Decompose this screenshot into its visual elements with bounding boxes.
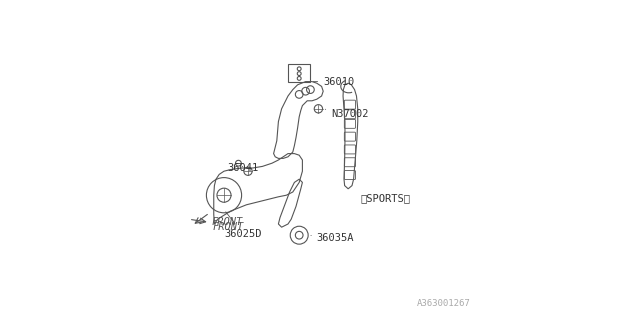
Text: 36025D: 36025D <box>224 212 262 239</box>
Text: FRONT: FRONT <box>212 217 243 228</box>
Text: 36010: 36010 <box>313 76 355 87</box>
Text: N37002: N37002 <box>325 108 369 119</box>
Text: A363001267: A363001267 <box>417 300 470 308</box>
Text: FRONT: FRONT <box>212 222 244 232</box>
Text: 〈SPORTS〉: 〈SPORTS〉 <box>360 193 410 204</box>
Text: 36035A: 36035A <box>311 233 355 244</box>
Text: 36041: 36041 <box>227 163 259 173</box>
